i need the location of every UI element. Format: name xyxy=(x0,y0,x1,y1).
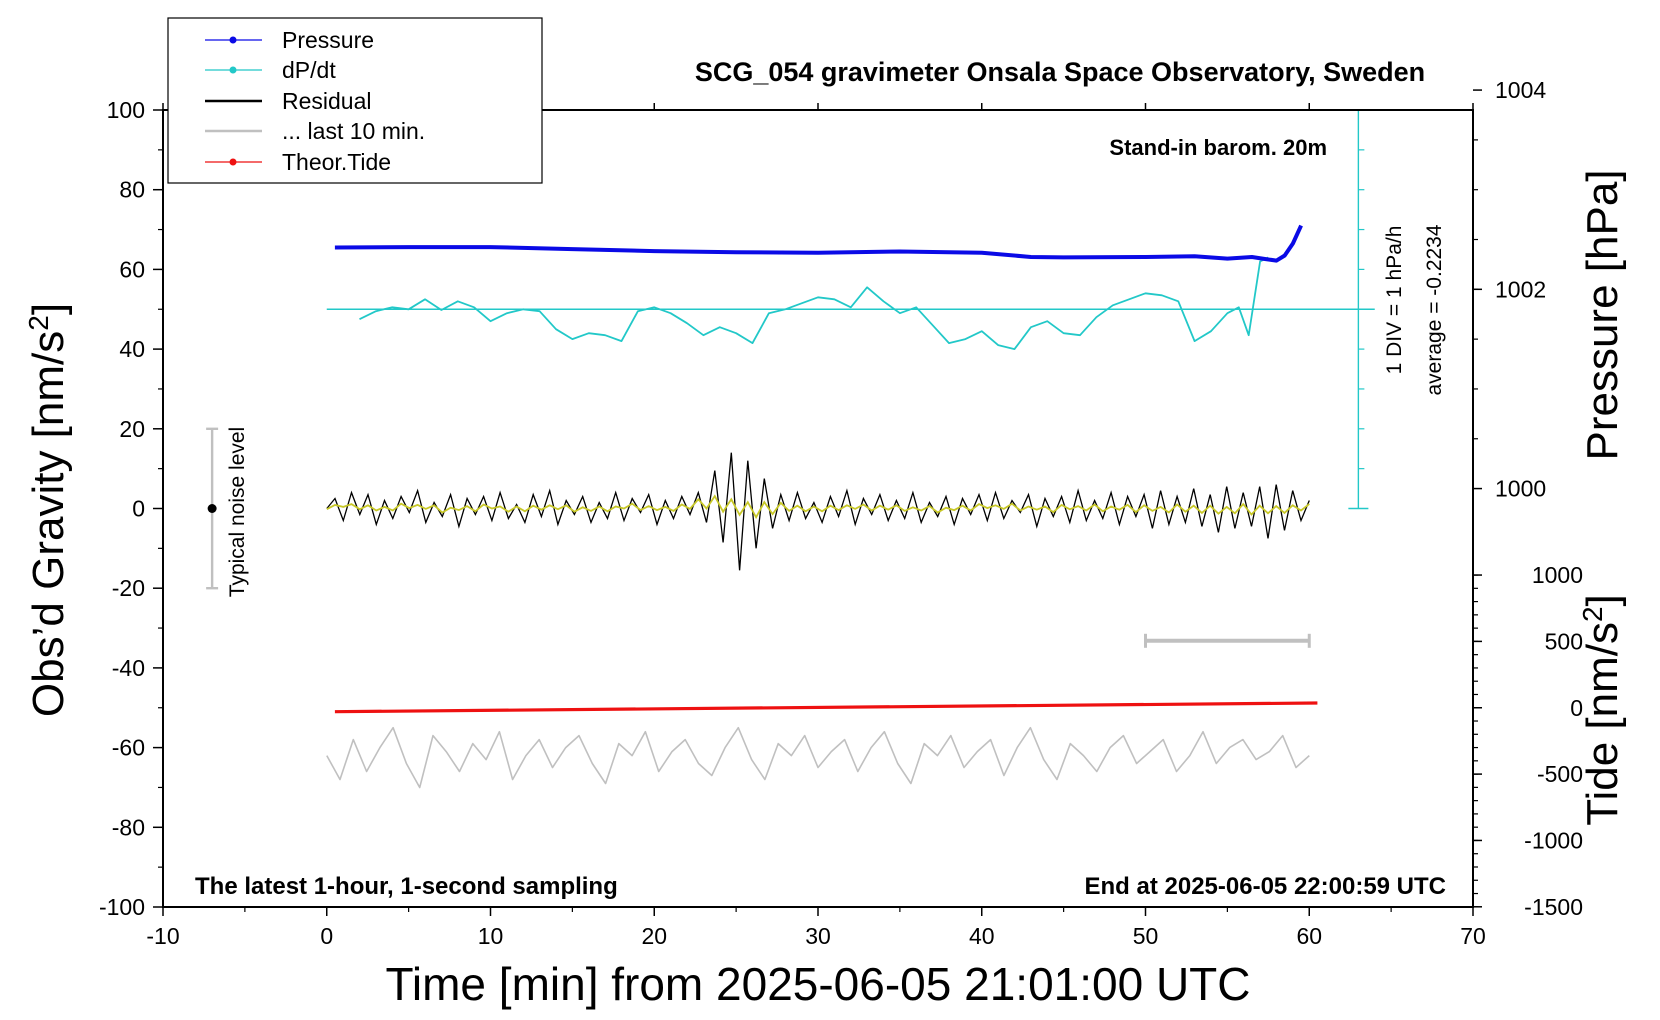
x-tick-label: 40 xyxy=(969,923,995,949)
legend-last10: ... last 10 min. xyxy=(282,118,425,144)
y-axis-label-tide: Tide [nm/s2] xyxy=(1577,594,1628,826)
y-axis-label-pressure: Pressure [hPa] xyxy=(1578,169,1627,460)
series-residual-smoothed xyxy=(326,494,1310,520)
series-residual xyxy=(326,452,1310,571)
series-last10 xyxy=(326,726,1310,789)
x-tick-label: -10 xyxy=(146,923,179,949)
pressure-tick-label: 1004 xyxy=(1495,77,1546,103)
legend-dpdt-marker xyxy=(229,66,237,74)
noise-level-dot xyxy=(207,504,217,513)
dpdt-scale-note: 1 DIV = 1 hPa/h xyxy=(1383,226,1406,375)
dpdt-average-note: average = -0.2234 xyxy=(1423,224,1446,395)
y-axis-gravity: 100 80 60 40 20 0 -20 -40 -60 -80 -100 xyxy=(99,97,163,920)
series-tide xyxy=(334,701,1318,714)
y-tick-label: -80 xyxy=(112,814,145,840)
pressure-tick-label: 1000 xyxy=(1495,476,1546,502)
chart-title: SCG_054 gravimeter Onsala Space Observat… xyxy=(695,57,1425,87)
tide-tick-label: -500 xyxy=(1537,761,1583,787)
legend-tide: Theor.Tide xyxy=(282,149,391,175)
series-pressure xyxy=(334,224,1303,263)
noise-level-note: Typical noise level xyxy=(226,427,249,597)
y-tick-label: -40 xyxy=(112,655,145,681)
sampling-note: The latest 1-hour, 1-second sampling xyxy=(195,873,618,900)
y-tick-label: -20 xyxy=(112,575,145,601)
tide-tick-label: 0 xyxy=(1570,695,1583,721)
x-tick-label: 60 xyxy=(1296,923,1322,949)
x-tick-label: 20 xyxy=(641,923,667,949)
legend-pressure: Pressure xyxy=(282,27,374,53)
y-tick-label: 20 xyxy=(119,416,145,442)
y-tick-label: 0 xyxy=(132,496,145,522)
tide-tick-label: -1500 xyxy=(1524,894,1583,920)
series-dpdt xyxy=(359,256,1269,351)
y-axis-label-gravity: Obs’d Gravity [nm/s2] xyxy=(23,303,74,717)
x-tick-label: 0 xyxy=(320,923,333,949)
x-axis-label: Time [min] from 2025-06-05 21:01:00 UTC xyxy=(386,958,1251,1010)
tide-tick-label: -1000 xyxy=(1524,827,1583,853)
x-axis: -10 0 10 20 30 40 50 60 70 xyxy=(146,103,1486,949)
decor-layer xyxy=(206,109,1375,648)
legend-tide-marker xyxy=(229,158,237,166)
x-tick-label: 50 xyxy=(1133,923,1159,949)
y-tick-label: 60 xyxy=(119,256,145,282)
y-axis-tide: 1000 500 0 -500 -1000 -1500 xyxy=(1473,562,1583,920)
legend-pressure-marker xyxy=(229,36,237,44)
tide-tick-label: 1000 xyxy=(1532,562,1583,588)
tide-tick-label: 500 xyxy=(1545,628,1583,654)
y-tick-label: 40 xyxy=(119,336,145,362)
pressure-tick-label: 1002 xyxy=(1495,276,1546,302)
legend: Pressure dP/dt Residual ... last 10 min.… xyxy=(167,17,543,184)
y-tick-label: -100 xyxy=(99,894,145,920)
y-axis-pressure: 1004 1002 1000 xyxy=(1473,77,1546,502)
y-tick-label: 80 xyxy=(119,177,145,203)
legend-dpdt: dP/dt xyxy=(282,57,336,83)
x-tick-label: 10 xyxy=(478,923,504,949)
y-tick-label: -60 xyxy=(112,735,145,761)
y-tick-label: 100 xyxy=(107,97,145,123)
x-tick-label: 30 xyxy=(805,923,831,949)
x-tick-label: 70 xyxy=(1460,923,1486,949)
legend-residual: Residual xyxy=(282,88,372,114)
series-layer xyxy=(326,224,1318,789)
end-time-note: End at 2025-06-05 22:00:59 UTC xyxy=(1085,873,1447,900)
barometer-note: Stand-in barom. 20m xyxy=(1109,135,1327,160)
